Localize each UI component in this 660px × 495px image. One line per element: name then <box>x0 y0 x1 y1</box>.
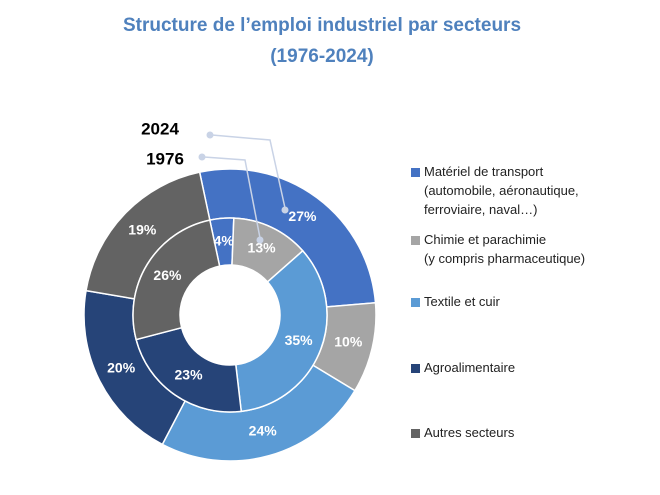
legend-swatch <box>411 364 420 373</box>
leader-line <box>211 134 286 209</box>
leader-dot <box>281 206 289 214</box>
leader-dot <box>198 153 206 161</box>
legend-label: Matériel de transport (automobile, aéron… <box>424 164 579 217</box>
data-label: 26% <box>153 267 182 283</box>
leader-dot <box>256 236 264 244</box>
data-label: 20% <box>107 360 136 376</box>
data-label: 10% <box>334 333 363 349</box>
data-label: 35% <box>285 332 314 348</box>
data-label: 23% <box>175 366 204 382</box>
legend-swatch <box>411 168 420 177</box>
legend-label: Textile et cuir <box>424 294 500 309</box>
legend-label: Agroalimentaire <box>424 360 516 375</box>
data-label: 4% <box>214 232 235 248</box>
legend-swatch <box>411 298 420 307</box>
data-label: 24% <box>249 423 278 439</box>
chart-title: Structure de l’emploi industriel par sec… <box>123 15 521 36</box>
data-label: 19% <box>128 222 157 238</box>
data-label: 27% <box>288 208 317 224</box>
leader-line <box>203 156 261 239</box>
legend-label: Autres secteurs <box>424 425 515 440</box>
ring-label: 2024 <box>141 119 179 138</box>
ring-separator <box>132 217 328 413</box>
legend-swatch <box>411 236 420 245</box>
legend-swatch <box>411 429 420 438</box>
leader-dot <box>206 131 214 139</box>
legend-label: Chimie et parachimie (y compris pharmace… <box>424 232 586 266</box>
chart-subtitle: (1976-2024) <box>270 46 374 67</box>
data-label: 13% <box>248 239 277 255</box>
leaders <box>203 134 286 239</box>
ring-label: 1976 <box>146 149 184 168</box>
